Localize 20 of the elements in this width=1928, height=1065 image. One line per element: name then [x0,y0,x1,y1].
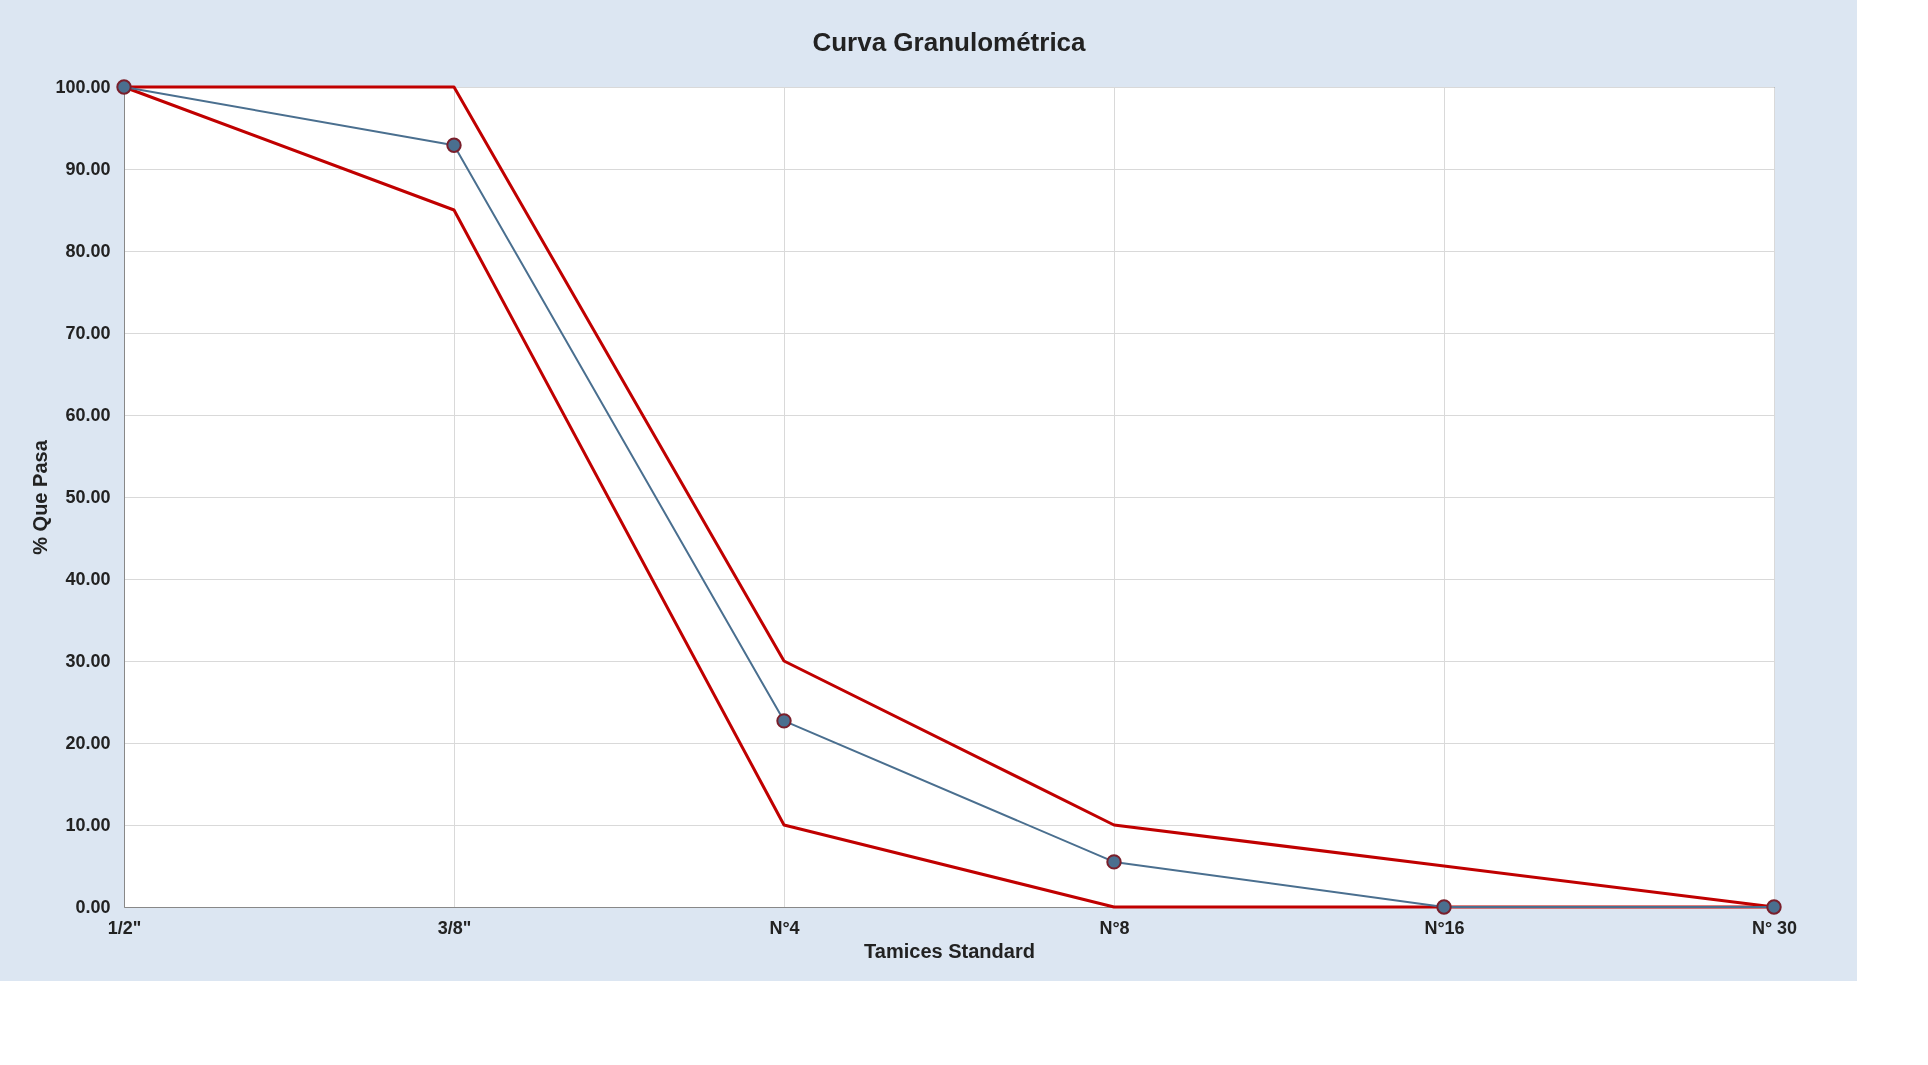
y-tick-label: 50.00 [65,486,111,507]
y-tick-label: 10.00 [65,814,111,835]
y-tick-label: 0.00 [75,896,111,917]
x-tick-label: N° 30 [1751,917,1798,938]
x-axis-title: Tamices Standard [864,939,1035,962]
x-tick-label: N°8 [1099,917,1130,938]
y-tick-label: 100.00 [55,76,111,97]
y-tick-label: 90.00 [65,158,111,179]
x-tick-label: 3/8" [437,917,472,938]
y-tick-label: 80.00 [65,240,111,261]
y-tick-label: 20.00 [65,732,111,753]
y-tick-label: 60.00 [65,404,111,425]
y-tick-label: 40.00 [65,568,111,589]
y-tick-label: 30.00 [65,650,111,671]
y-tick-label: 70.00 [65,322,111,343]
x-tick-label: N°4 [769,917,800,938]
x-tick-label: 1/2" [107,917,142,938]
x-tick-label: N°16 [1424,917,1465,938]
chart-title: Curva Granulométrica [812,27,1087,58]
y-axis-title: % Que Pasa [29,439,52,555]
